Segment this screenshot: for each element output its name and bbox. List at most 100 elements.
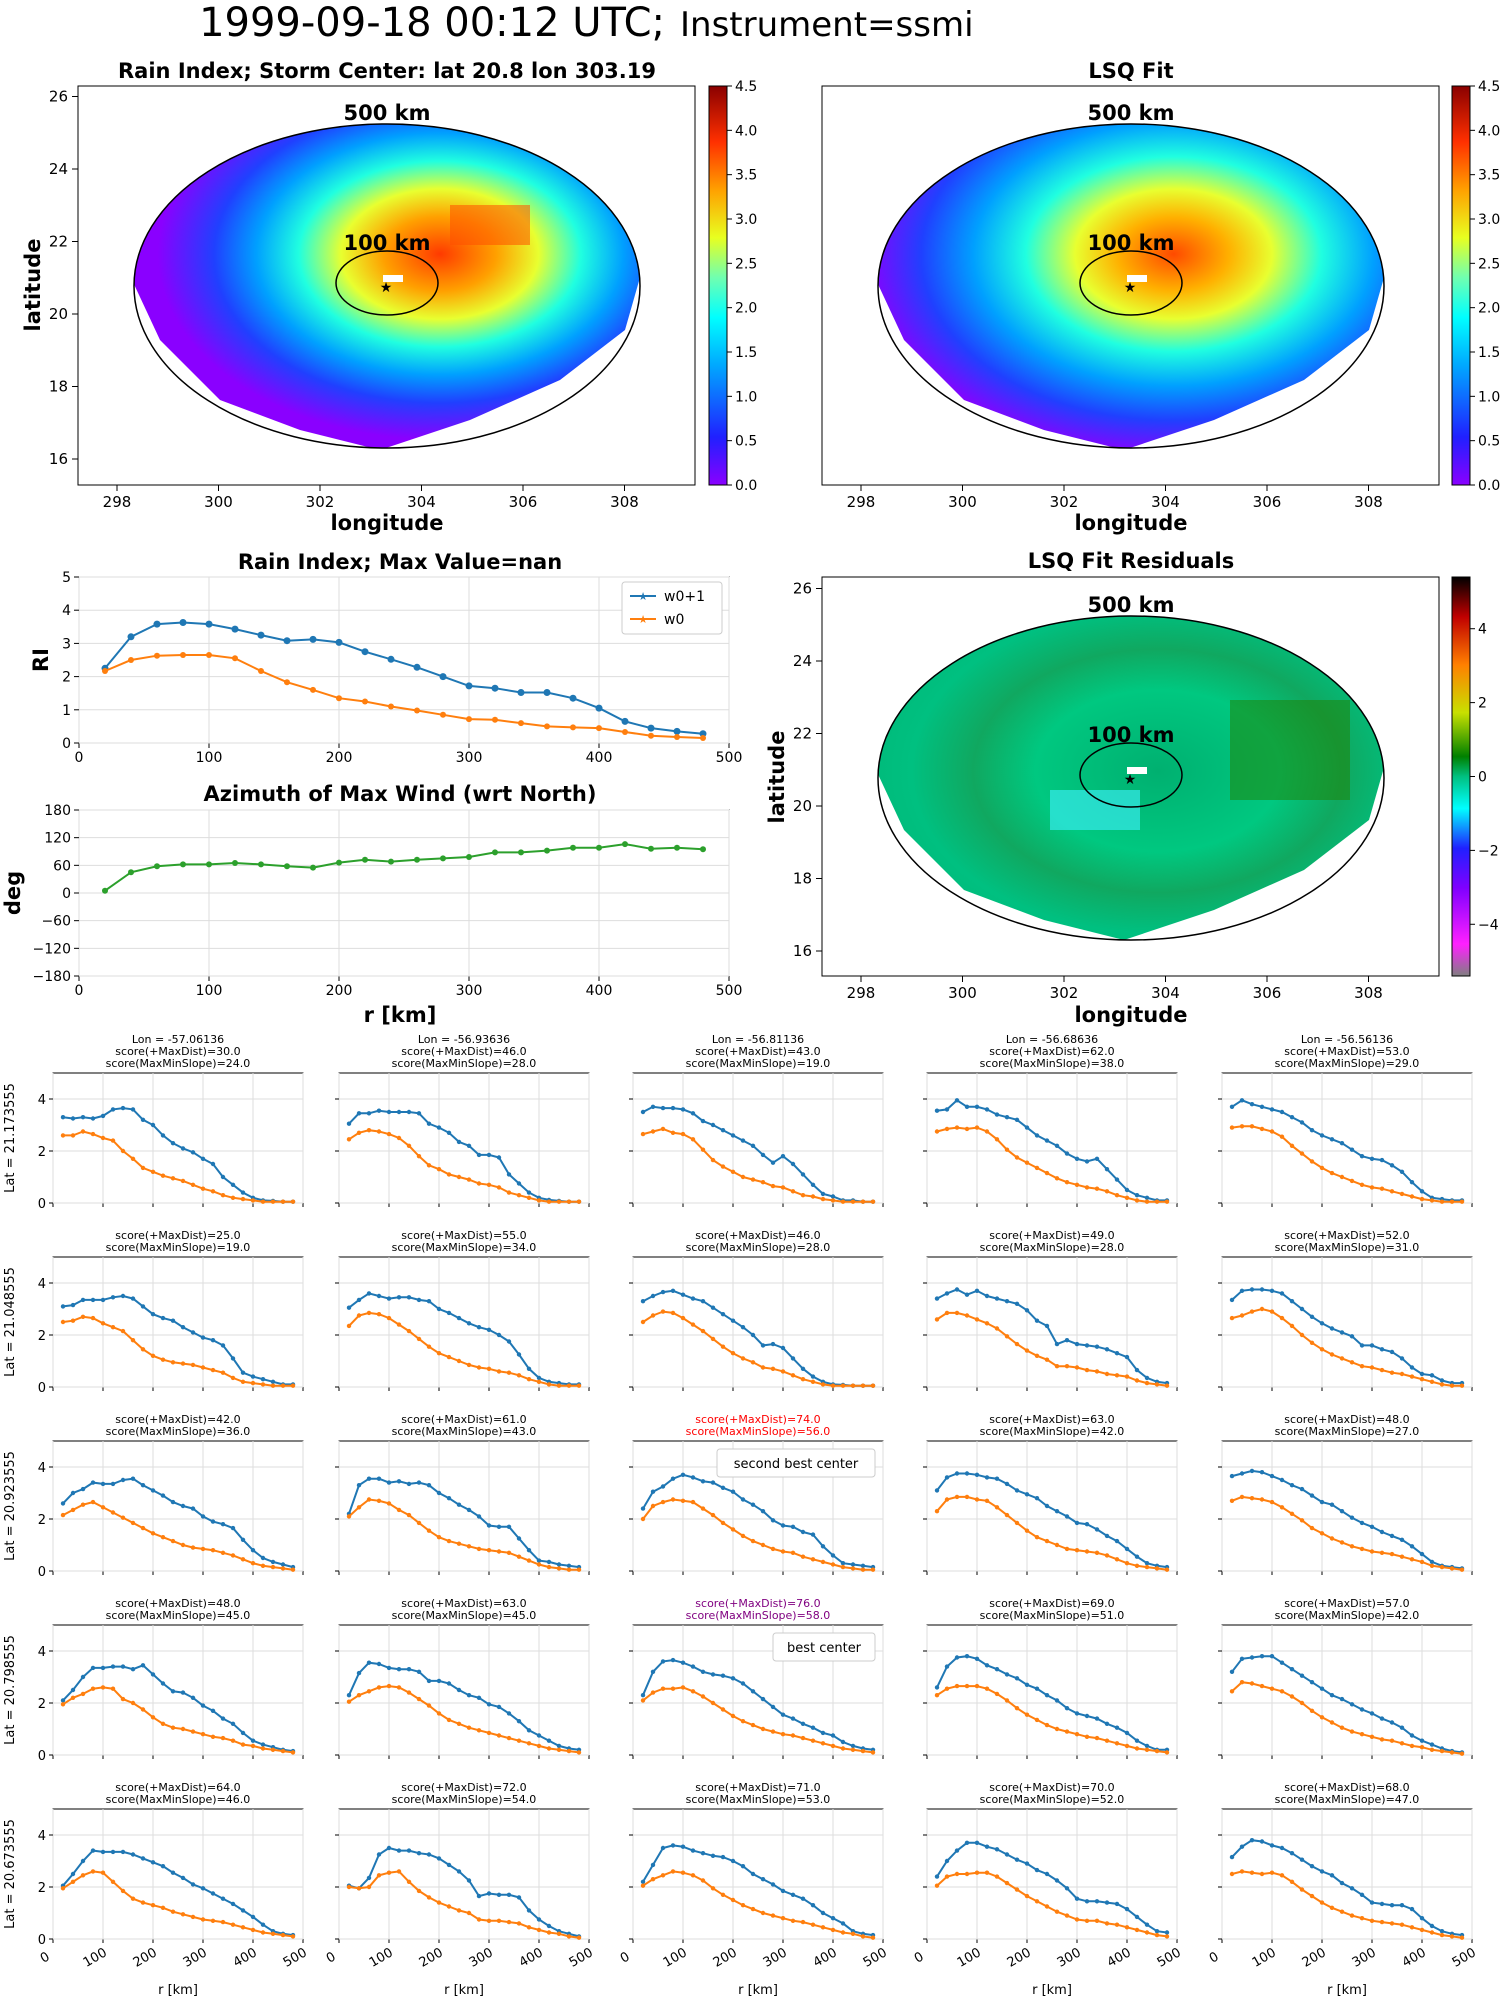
w0-point <box>760 1726 766 1732</box>
w0-point <box>100 1135 106 1141</box>
w0-point <box>740 1903 746 1908</box>
w0-point <box>1439 1748 1445 1754</box>
w0p1-point <box>670 1843 676 1848</box>
w0p1-point <box>1084 1159 1090 1164</box>
w0-point <box>556 1747 562 1753</box>
w0-point <box>720 1344 726 1349</box>
w0p1-point <box>830 1194 836 1199</box>
w0-point <box>1084 1549 1090 1554</box>
w0-point <box>1239 1869 1245 1874</box>
w0-point <box>1329 1536 1335 1541</box>
w0-point <box>496 1185 502 1190</box>
w0-point <box>1399 1741 1405 1746</box>
w0-point <box>994 1691 1000 1697</box>
w0p1-point <box>1329 1137 1335 1142</box>
w0-point <box>700 1878 706 1883</box>
w0-point <box>154 652 160 659</box>
w0-point <box>476 1546 482 1552</box>
cbar-tick-label: 4.0 <box>1478 123 1500 139</box>
w0-point <box>90 1315 96 1321</box>
w0p1-point <box>1349 1515 1355 1520</box>
w0-point <box>650 1690 656 1695</box>
panel-frame <box>338 1624 590 1756</box>
w0-point <box>1249 1124 1255 1129</box>
w0-point <box>1259 1497 1265 1502</box>
resid-patch-positive <box>1230 700 1350 800</box>
w0-point <box>280 1932 286 1938</box>
w0-point <box>1239 1494 1245 1500</box>
x-tick-label: 500 <box>716 983 743 999</box>
figure-title: 1999-09-18 00:12 UTC; <box>199 0 665 46</box>
w0p1-point <box>1094 1156 1100 1162</box>
w0p1-point <box>436 1306 442 1312</box>
w0-point <box>964 1871 970 1877</box>
w0-point <box>1084 1185 1090 1190</box>
w0p1-point <box>1419 1551 1425 1557</box>
w0-point <box>130 1896 136 1901</box>
w0p1-point <box>140 1483 146 1488</box>
w0p1-point <box>1044 1503 1050 1509</box>
w0p1-point <box>660 1845 666 1851</box>
panel-lon-label: Lon = -56.81136 <box>712 1033 804 1046</box>
w0p1-point <box>1054 1698 1060 1703</box>
w0-point <box>622 729 628 735</box>
w0p1-point <box>516 1895 522 1900</box>
w0p1-point <box>954 1848 960 1853</box>
w0p1-point <box>1094 1716 1100 1721</box>
w0-point <box>516 1373 522 1378</box>
panel-score-maxdist: score(+MaxDist)=55.0 <box>401 1229 526 1242</box>
w0-point <box>386 1870 392 1875</box>
w0p1-point <box>1369 1156 1375 1162</box>
azimuth-point <box>154 863 160 870</box>
lon-tick-label: 298 <box>847 493 876 511</box>
w0p1-point <box>200 1886 206 1891</box>
w0-point <box>1279 1873 1285 1878</box>
w0-point <box>954 1310 960 1316</box>
w0-point <box>436 1351 442 1356</box>
panel-axes: 024 <box>38 1625 304 1764</box>
panel-xlabel: r [km] <box>158 1983 198 1998</box>
w0p1-point <box>240 1370 246 1375</box>
y-tick-label: 0 <box>38 1933 46 1948</box>
w0-point <box>944 1874 950 1879</box>
w0p1-point <box>231 625 239 633</box>
w0p1-point <box>1349 1702 1355 1707</box>
panel-axes <box>923 1441 1178 1575</box>
w0p1-point <box>1419 1189 1425 1194</box>
w0-point <box>406 1690 412 1695</box>
azimuth-point <box>648 845 654 852</box>
azimuth-line <box>104 843 704 892</box>
w0-point <box>566 1748 572 1754</box>
legend-marker-w0p1: ★ <box>638 590 648 603</box>
w0p1-point <box>1014 1676 1020 1681</box>
w0p1-point <box>710 1122 716 1128</box>
w0p1-point <box>257 631 265 639</box>
w0-point <box>220 1735 226 1741</box>
w0-point <box>1269 1686 1275 1691</box>
w0p1-point <box>426 1299 432 1304</box>
w0-point <box>220 1193 226 1198</box>
w0-point <box>1459 1751 1465 1756</box>
w0-point <box>190 1182 196 1188</box>
w0-point <box>984 1498 990 1504</box>
w0p1-point <box>80 1858 86 1864</box>
w0-point <box>416 1154 422 1159</box>
w0p1-point <box>840 1561 846 1566</box>
w0p1-point <box>800 1896 806 1901</box>
w0-point <box>1054 1542 1060 1548</box>
w0p1-point <box>240 1730 246 1736</box>
w0-point <box>130 1156 136 1162</box>
w0-point <box>486 1366 492 1372</box>
w0-point <box>810 1738 816 1743</box>
panel-lat-label: Lat = 20.798555 <box>3 1635 18 1745</box>
w0-point <box>1439 1932 1445 1938</box>
w0-point <box>386 1131 392 1137</box>
w0-point <box>1104 1189 1110 1194</box>
w0-point <box>440 711 446 718</box>
w0-point <box>356 1693 362 1698</box>
w0p1-point <box>356 1297 362 1303</box>
w0-point <box>210 1367 216 1373</box>
w0p1-point <box>210 1891 216 1896</box>
w0-point <box>1319 1715 1325 1720</box>
panel-score-maxdist: score(+MaxDist)=70.0 <box>989 1781 1114 1794</box>
